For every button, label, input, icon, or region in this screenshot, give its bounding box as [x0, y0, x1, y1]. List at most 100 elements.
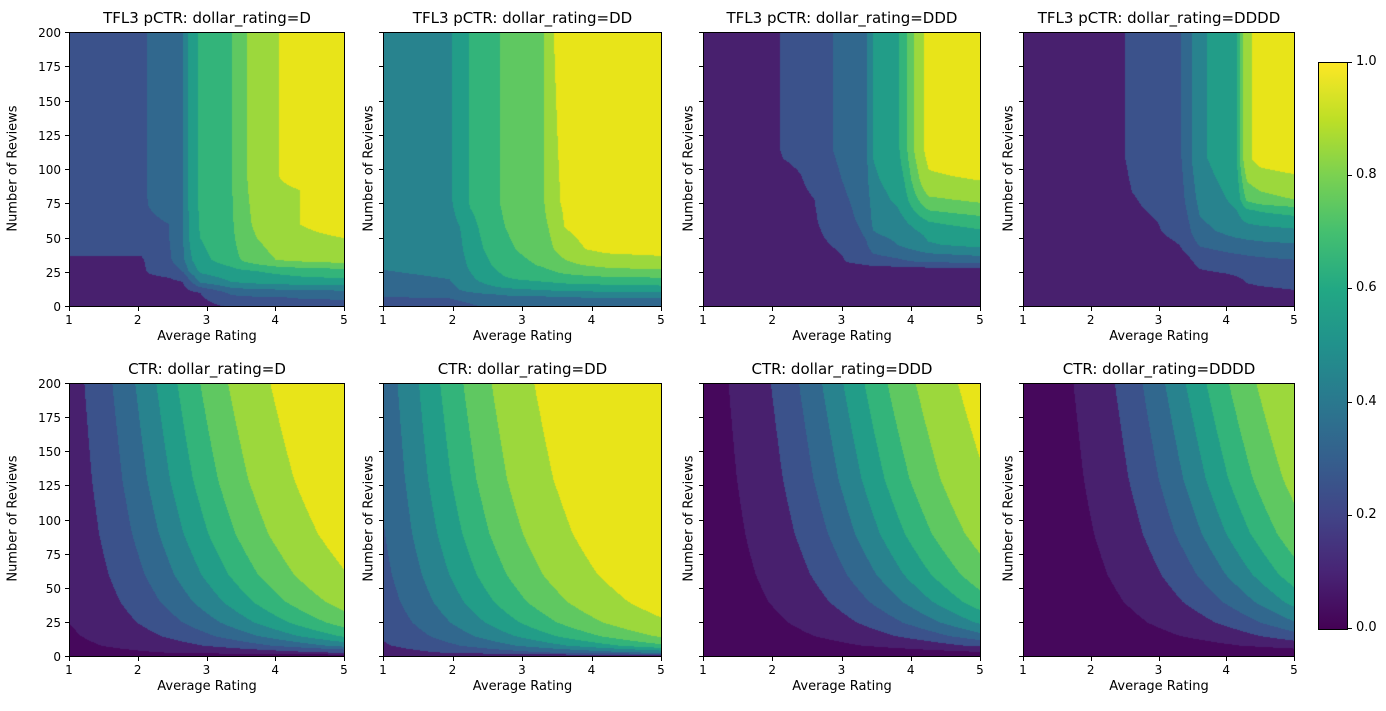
y-tick-label: 150: [38, 94, 61, 109]
y-tick-mark: [1019, 519, 1023, 521]
y-tick-mark: [699, 237, 703, 239]
y-tick-label: 75: [45, 197, 61, 212]
y-tick-label: 25: [45, 615, 61, 630]
colorbar-tick-mark: [1348, 62, 1352, 63]
x-tick-mark: [452, 657, 454, 661]
y-tick-mark: [65, 587, 69, 589]
contour-canvas: [69, 32, 345, 307]
y-tick-mark: [699, 271, 703, 273]
y-tick-mark: [379, 553, 383, 555]
x-axis-label: Average Rating: [1109, 679, 1209, 694]
contour-canvas: [383, 32, 662, 307]
y-tick-mark: [699, 169, 703, 170]
y-tick-mark: [1019, 383, 1023, 384]
y-tick-mark: [65, 203, 69, 205]
x-tick-label: 4: [587, 663, 596, 677]
x-tick-mark: [522, 307, 523, 311]
y-tick-label: 100: [38, 513, 61, 528]
x-tick-mark: [772, 307, 774, 311]
x-tick-label: 4: [587, 313, 596, 327]
y-tick-mark: [379, 134, 383, 136]
y-tick-mark: [699, 553, 703, 555]
x-tick-label: 5: [976, 313, 984, 327]
x-tick-mark: [1294, 657, 1295, 661]
y-tick-label: 50: [45, 231, 61, 246]
y-tick-mark: [65, 519, 69, 521]
y-tick-mark: [1019, 621, 1023, 623]
x-tick-mark: [1226, 307, 1228, 311]
x-tick-mark: [703, 307, 704, 311]
y-axis-label: Number of Reviews: [5, 104, 21, 232]
y-tick-mark: [65, 32, 69, 33]
x-tick-label: 1: [65, 663, 73, 677]
x-tick-label: 1: [699, 663, 707, 677]
y-tick-mark: [65, 66, 69, 68]
subplot-title: CTR: dollar_rating=D: [128, 360, 286, 378]
x-tick-label: 5: [340, 313, 348, 327]
x-tick-label: 2: [1086, 663, 1095, 677]
x-tick-mark: [206, 307, 208, 311]
y-tick-mark: [699, 417, 703, 419]
x-tick-mark: [1158, 307, 1160, 311]
y-tick-label: 100: [38, 163, 61, 177]
y-tick-label: 175: [38, 60, 61, 75]
y-tick-mark: [1019, 203, 1023, 205]
x-tick-mark: [841, 657, 843, 661]
y-tick-label: 25: [45, 265, 61, 280]
x-tick-mark: [591, 307, 593, 311]
subplot-grid: TFL3 pCTR: dollar_rating=D 1 2 3 4 5 0 25 50 75 10…: [5, 9, 1298, 694]
x-tick-label: 1: [65, 313, 73, 327]
x-tick-label: 4: [1222, 663, 1231, 677]
y-tick-mark: [65, 451, 69, 453]
y-tick-label: 0: [53, 300, 61, 314]
x-tick-label: 3: [518, 313, 526, 327]
y-tick-label: 75: [45, 547, 61, 562]
y-axis-label: Number of Reviews: [5, 455, 21, 582]
contour-canvas: [703, 32, 981, 307]
y-tick-label: 0: [53, 650, 61, 664]
x-tick-label: 5: [976, 663, 984, 677]
x-tick-mark: [275, 657, 277, 661]
y-tick-mark: [699, 656, 703, 657]
y-axis-label: Number of Reviews: [681, 104, 697, 232]
y-tick-mark: [379, 66, 383, 68]
x-tick-label: 5: [657, 313, 665, 327]
y-tick-mark: [699, 587, 703, 589]
y-tick-mark: [1019, 587, 1023, 589]
y-axis-label: Number of Reviews: [681, 455, 697, 582]
y-tick-mark: [1019, 134, 1023, 136]
x-tick-mark: [661, 307, 662, 311]
x-tick-mark: [910, 657, 912, 661]
subplot-title: TFL3 pCTR: dollar_rating=D: [103, 9, 311, 27]
y-tick-mark: [379, 32, 383, 33]
contour-canvas: [703, 383, 981, 657]
x-axis-label: Average Rating: [472, 329, 573, 344]
x-tick-mark: [1226, 657, 1228, 661]
y-tick-mark: [1019, 306, 1023, 307]
y-tick-mark: [699, 134, 703, 136]
x-tick-mark: [772, 657, 774, 661]
x-tick-mark: [1023, 307, 1024, 311]
colorbar-tick-mark: [1348, 514, 1352, 516]
x-tick-mark: [1090, 657, 1092, 661]
y-tick-label: 50: [45, 581, 61, 596]
y-tick-mark: [65, 306, 69, 307]
x-tick-mark: [980, 657, 981, 661]
subplot-title: TFL3 pCTR: dollar_rating=DD: [412, 9, 633, 27]
colorbar-gradient: [1319, 63, 1347, 629]
y-tick-mark: [1019, 32, 1023, 33]
y-tick-mark: [379, 237, 383, 239]
contour-canvas: [1023, 383, 1295, 657]
y-tick-mark: [379, 271, 383, 273]
x-tick-mark: [591, 657, 593, 661]
x-tick-mark: [661, 657, 662, 661]
y-tick-mark: [1019, 485, 1023, 487]
x-tick-label: 2: [133, 313, 142, 327]
y-tick-mark: [65, 271, 69, 273]
x-tick-label: 2: [768, 663, 777, 677]
colorbar-tick-mark: [1348, 401, 1352, 403]
y-tick-mark: [379, 100, 383, 102]
y-tick-mark: [379, 203, 383, 205]
x-tick-label: 5: [1290, 313, 1298, 327]
x-tick-label: 4: [271, 663, 280, 677]
